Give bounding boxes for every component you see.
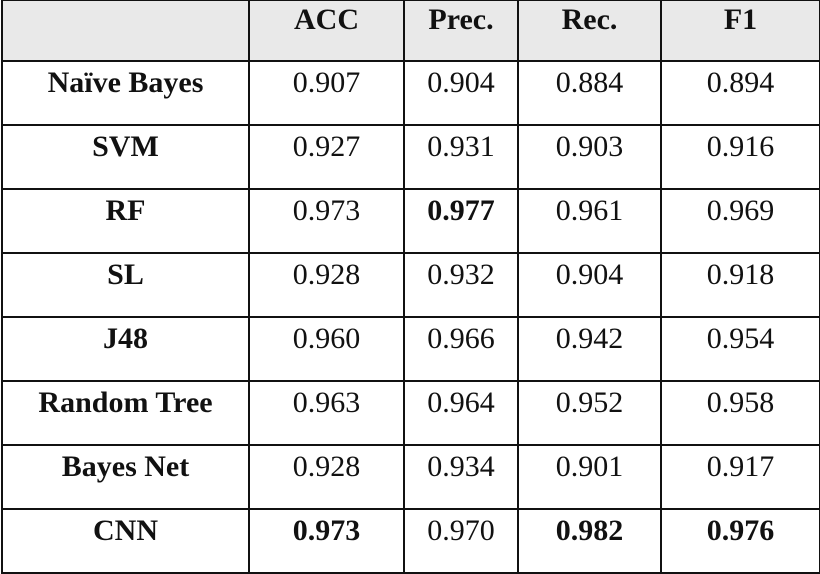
metric-cell: 0.904: [517, 252, 662, 318]
row-label: RF: [1, 188, 250, 254]
metric-cell: 0.884: [517, 60, 662, 126]
metric-cell: 0.901: [517, 444, 662, 510]
table-row: SL 0.928 0.932 0.904 0.918: [1, 252, 820, 318]
row-label: Bayes Net: [1, 444, 250, 510]
metric-cell: 0.982: [517, 508, 662, 574]
table-row: CNN 0.973 0.970 0.982 0.976: [1, 508, 820, 574]
metric-cell: 0.961: [517, 188, 662, 254]
metric-cell: 0.934: [403, 444, 519, 510]
column-header: Rec.: [517, 0, 662, 62]
table-row: J48 0.960 0.966 0.942 0.954: [1, 316, 820, 382]
metric-cell: 0.976: [660, 508, 820, 574]
metric-cell: 0.969: [660, 188, 820, 254]
row-label: Naïve Bayes: [1, 60, 250, 126]
metric-cell: 0.973: [248, 188, 405, 254]
metric-cell: 0.958: [660, 380, 820, 446]
row-label: SVM: [1, 124, 250, 190]
metric-cell: 0.932: [403, 252, 519, 318]
metric-cell: 0.931: [403, 124, 519, 190]
row-label: J48: [1, 316, 250, 382]
metric-cell: 0.970: [403, 508, 519, 574]
metric-cell: 0.973: [248, 508, 405, 574]
metric-cell: 0.928: [248, 444, 405, 510]
metric-cell: 0.928: [248, 252, 405, 318]
table-row: SVM 0.927 0.931 0.903 0.916: [1, 124, 820, 190]
metric-cell: 0.977: [403, 188, 519, 254]
metric-cell: 0.907: [248, 60, 405, 126]
metric-cell: 0.904: [403, 60, 519, 126]
metric-cell: 0.918: [660, 252, 820, 318]
metric-cell: 0.894: [660, 60, 820, 126]
column-header: ACC: [248, 0, 405, 62]
column-header: Prec.: [403, 0, 519, 62]
row-label: Random Tree: [1, 380, 250, 446]
metric-cell: 0.927: [248, 124, 405, 190]
metric-cell: 0.964: [403, 380, 519, 446]
metric-cell: 0.942: [517, 316, 662, 382]
metric-cell: 0.960: [248, 316, 405, 382]
row-label: SL: [1, 252, 250, 318]
metric-cell: 0.916: [660, 124, 820, 190]
metric-cell: 0.966: [403, 316, 519, 382]
metric-cell: 0.963: [248, 380, 405, 446]
table-row: Bayes Net 0.928 0.934 0.901 0.917: [1, 444, 820, 510]
header-row: ACC Prec. Rec. F1: [1, 0, 820, 62]
table-row: Naïve Bayes 0.907 0.904 0.884 0.894: [1, 60, 820, 126]
column-header: F1: [660, 0, 820, 62]
metric-cell: 0.954: [660, 316, 820, 382]
corner-cell: [1, 0, 250, 62]
metric-cell: 0.952: [517, 380, 662, 446]
row-label: CNN: [1, 508, 250, 574]
metric-cell: 0.903: [517, 124, 662, 190]
metric-cell: 0.917: [660, 444, 820, 510]
table-row: RF 0.973 0.977 0.961 0.969: [1, 188, 820, 254]
table-row: Random Tree 0.963 0.964 0.952 0.958: [1, 380, 820, 446]
table-body: Naïve Bayes 0.907 0.904 0.884 0.894 SVM 0.927 0…: [1, 60, 820, 574]
